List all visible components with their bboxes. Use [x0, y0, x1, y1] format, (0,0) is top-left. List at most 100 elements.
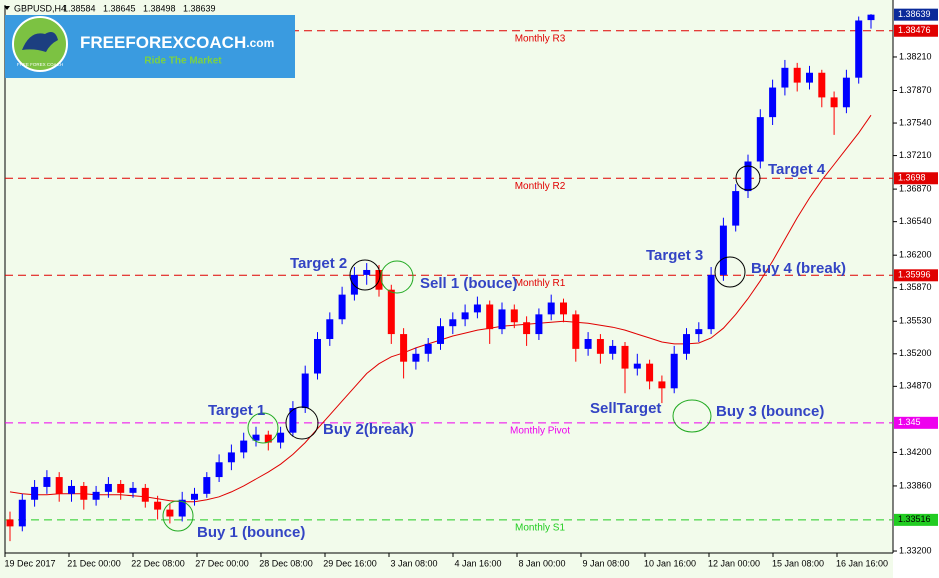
candle-body	[818, 72, 826, 98]
x-tick-label: 3 Jan 08:00	[390, 558, 437, 568]
candle-body	[658, 381, 666, 389]
candle-body	[695, 329, 703, 335]
candle-body	[621, 345, 629, 369]
x-tick-label: 22 Dec 08:00	[131, 558, 185, 568]
candle-body	[793, 67, 801, 83]
candle-body	[855, 20, 863, 78]
level-price-box	[894, 513, 938, 526]
level-name: Monthly Pivot	[510, 425, 570, 436]
annotation: SellTarget	[590, 400, 661, 417]
candle-body	[437, 326, 444, 344]
y-tick-label: 1.36200	[899, 250, 932, 260]
symbol: GBPUSD,H4	[14, 3, 66, 13]
x-tick-label: 27 Dec 00:00	[195, 558, 249, 568]
candle-body	[264, 434, 272, 443]
candle-body	[363, 269, 371, 275]
candle-body	[6, 519, 14, 527]
candle-body	[301, 373, 309, 409]
candle-body	[473, 304, 481, 313]
logo-name-text: FREEFOREXCOACH	[80, 33, 246, 52]
level-price: 1.35996	[898, 270, 931, 280]
annotation: Buy 1 (bounce)	[197, 524, 305, 541]
circle	[735, 165, 761, 191]
candle-body	[43, 477, 51, 487]
candle-body	[769, 87, 777, 118]
level-name: Monthly R2	[515, 181, 566, 192]
candle-body	[400, 334, 408, 362]
level-price: 1.345	[898, 417, 921, 427]
annotation: Buy 4 (break)	[751, 260, 846, 277]
annotation: Buy 2(break)	[323, 421, 414, 438]
circle	[672, 399, 712, 433]
candle-body	[707, 274, 715, 330]
candle-body	[424, 343, 432, 354]
candle-body	[141, 487, 149, 502]
logo-bull	[22, 32, 58, 52]
candle-body	[523, 322, 531, 335]
circle	[247, 412, 279, 444]
candle-body	[547, 302, 555, 315]
annotation: Buy 3 (bounce)	[716, 403, 824, 420]
circle	[349, 259, 381, 291]
candle-body	[461, 312, 469, 320]
candle-body	[646, 363, 654, 382]
candle-body	[842, 77, 850, 108]
logo-name: FREEFOREXCOACH.com	[80, 33, 274, 52]
candle-body	[498, 309, 506, 330]
candle-body	[215, 462, 223, 478]
circle	[714, 256, 746, 288]
x-tick-label: 29 Dec 16:00	[323, 558, 377, 568]
logo-small: FREE FOREX COACH	[17, 62, 63, 67]
y-tick-label: 1.35530	[899, 316, 932, 326]
level-name: Monthly R1	[515, 278, 566, 289]
y-tick-label: 1.37870	[899, 85, 932, 95]
y-tick-label: 1.34870	[899, 381, 932, 391]
candle-body	[289, 408, 297, 433]
y-tick-label: 1.35870	[899, 282, 932, 292]
candle-body	[338, 294, 346, 320]
annotation: Sell 1 (bouce)	[420, 275, 518, 292]
header-low: 1.38498	[143, 3, 176, 13]
candle-body	[732, 191, 740, 226]
candle-body	[387, 289, 395, 335]
x-tick-label: 15 Jan 08:00	[772, 558, 824, 568]
candle-body	[80, 485, 88, 500]
y-tick-label: 1.36870	[899, 183, 932, 193]
y-tick-label: 1.33200	[899, 545, 932, 555]
level-price-box	[894, 269, 938, 282]
candle-body	[806, 72, 813, 83]
candle-body	[781, 67, 789, 88]
plot-background	[0, 0, 893, 578]
logo-tagline: Ride The Market	[144, 56, 222, 67]
x-tick-label: 8 Jan 00:00	[518, 558, 565, 568]
level-price: 1.3698	[898, 173, 926, 183]
x-tick-label: 12 Jan 00:00	[708, 558, 760, 568]
x-tick-label: 19 Dec 2017	[4, 558, 55, 568]
candle-body	[596, 339, 604, 354]
candle-body	[191, 493, 198, 500]
header-high: 1.38645	[103, 3, 136, 13]
candle-body	[584, 339, 592, 349]
candle-body	[670, 353, 678, 389]
y-tick-label: 1.38210	[899, 51, 932, 61]
x-tick-label: 16 Jan 16:00	[836, 558, 888, 568]
x-tick-label: 28 Dec 08:00	[259, 558, 313, 568]
logo-domain: .com	[246, 36, 274, 50]
candle-body	[277, 432, 285, 443]
level-name: Monthly S1	[515, 523, 565, 534]
circle	[285, 406, 319, 440]
candle-body	[633, 363, 641, 369]
candle-body	[129, 487, 137, 493]
current-price-box	[894, 8, 938, 21]
menu-arrow[interactable]	[4, 6, 10, 10]
level-name: Monthly R3	[515, 33, 566, 44]
candle-body	[240, 440, 248, 453]
level-price-box	[894, 172, 938, 185]
candle-body	[203, 477, 211, 494]
candle-body	[609, 345, 617, 354]
annotation-circles	[162, 165, 761, 532]
candle-body	[572, 314, 580, 349]
logo: FREE FOREX COACH FREEFOREXCOACH.com Ride…	[5, 15, 295, 78]
y-tick-label: 1.37540	[899, 117, 932, 127]
